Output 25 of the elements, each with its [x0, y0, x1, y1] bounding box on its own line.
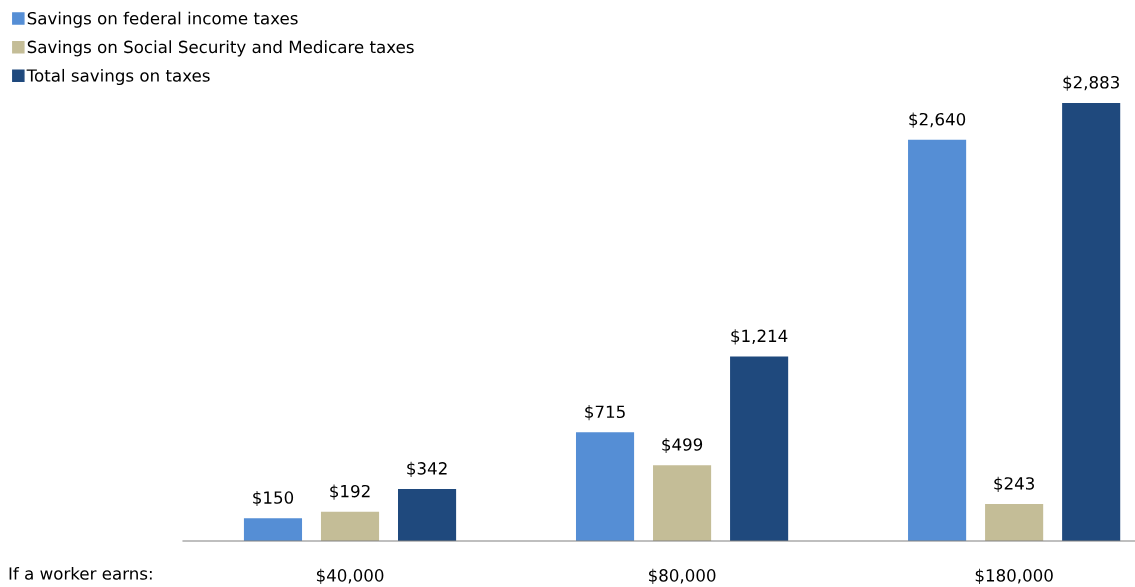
data-label: $150: [253, 490, 294, 507]
bar: [653, 465, 712, 541]
bar: [730, 356, 789, 541]
legend-label: Total savings on taxes: [26, 68, 210, 86]
x-tick-label: $180,000: [975, 568, 1053, 584]
legend-label: Savings on Social Security and Medicare taxes: [27, 40, 414, 57]
data-label: $192: [330, 484, 370, 500]
bar: [908, 139, 967, 541]
bar: [1062, 102, 1121, 541]
bar: [985, 504, 1044, 541]
data-label: $342: [407, 461, 447, 477]
data-label: $499: [662, 437, 703, 454]
data-label: $715: [585, 405, 625, 421]
legend-label: Savings on federal income taxes: [27, 11, 298, 28]
bar: [320, 511, 380, 541]
data-label: $2,883: [1063, 75, 1119, 91]
bar: [575, 432, 635, 541]
x-tick-label: $80,000: [649, 568, 716, 584]
bar: [243, 518, 303, 541]
data-label: $2,640: [909, 112, 966, 128]
data-label: $243: [994, 476, 1034, 492]
text: If a worker earns:: [9, 566, 152, 580]
data-label: $1,214: [731, 329, 788, 345]
x-tick-label: $40,000: [316, 568, 384, 584]
bar: [398, 489, 457, 541]
